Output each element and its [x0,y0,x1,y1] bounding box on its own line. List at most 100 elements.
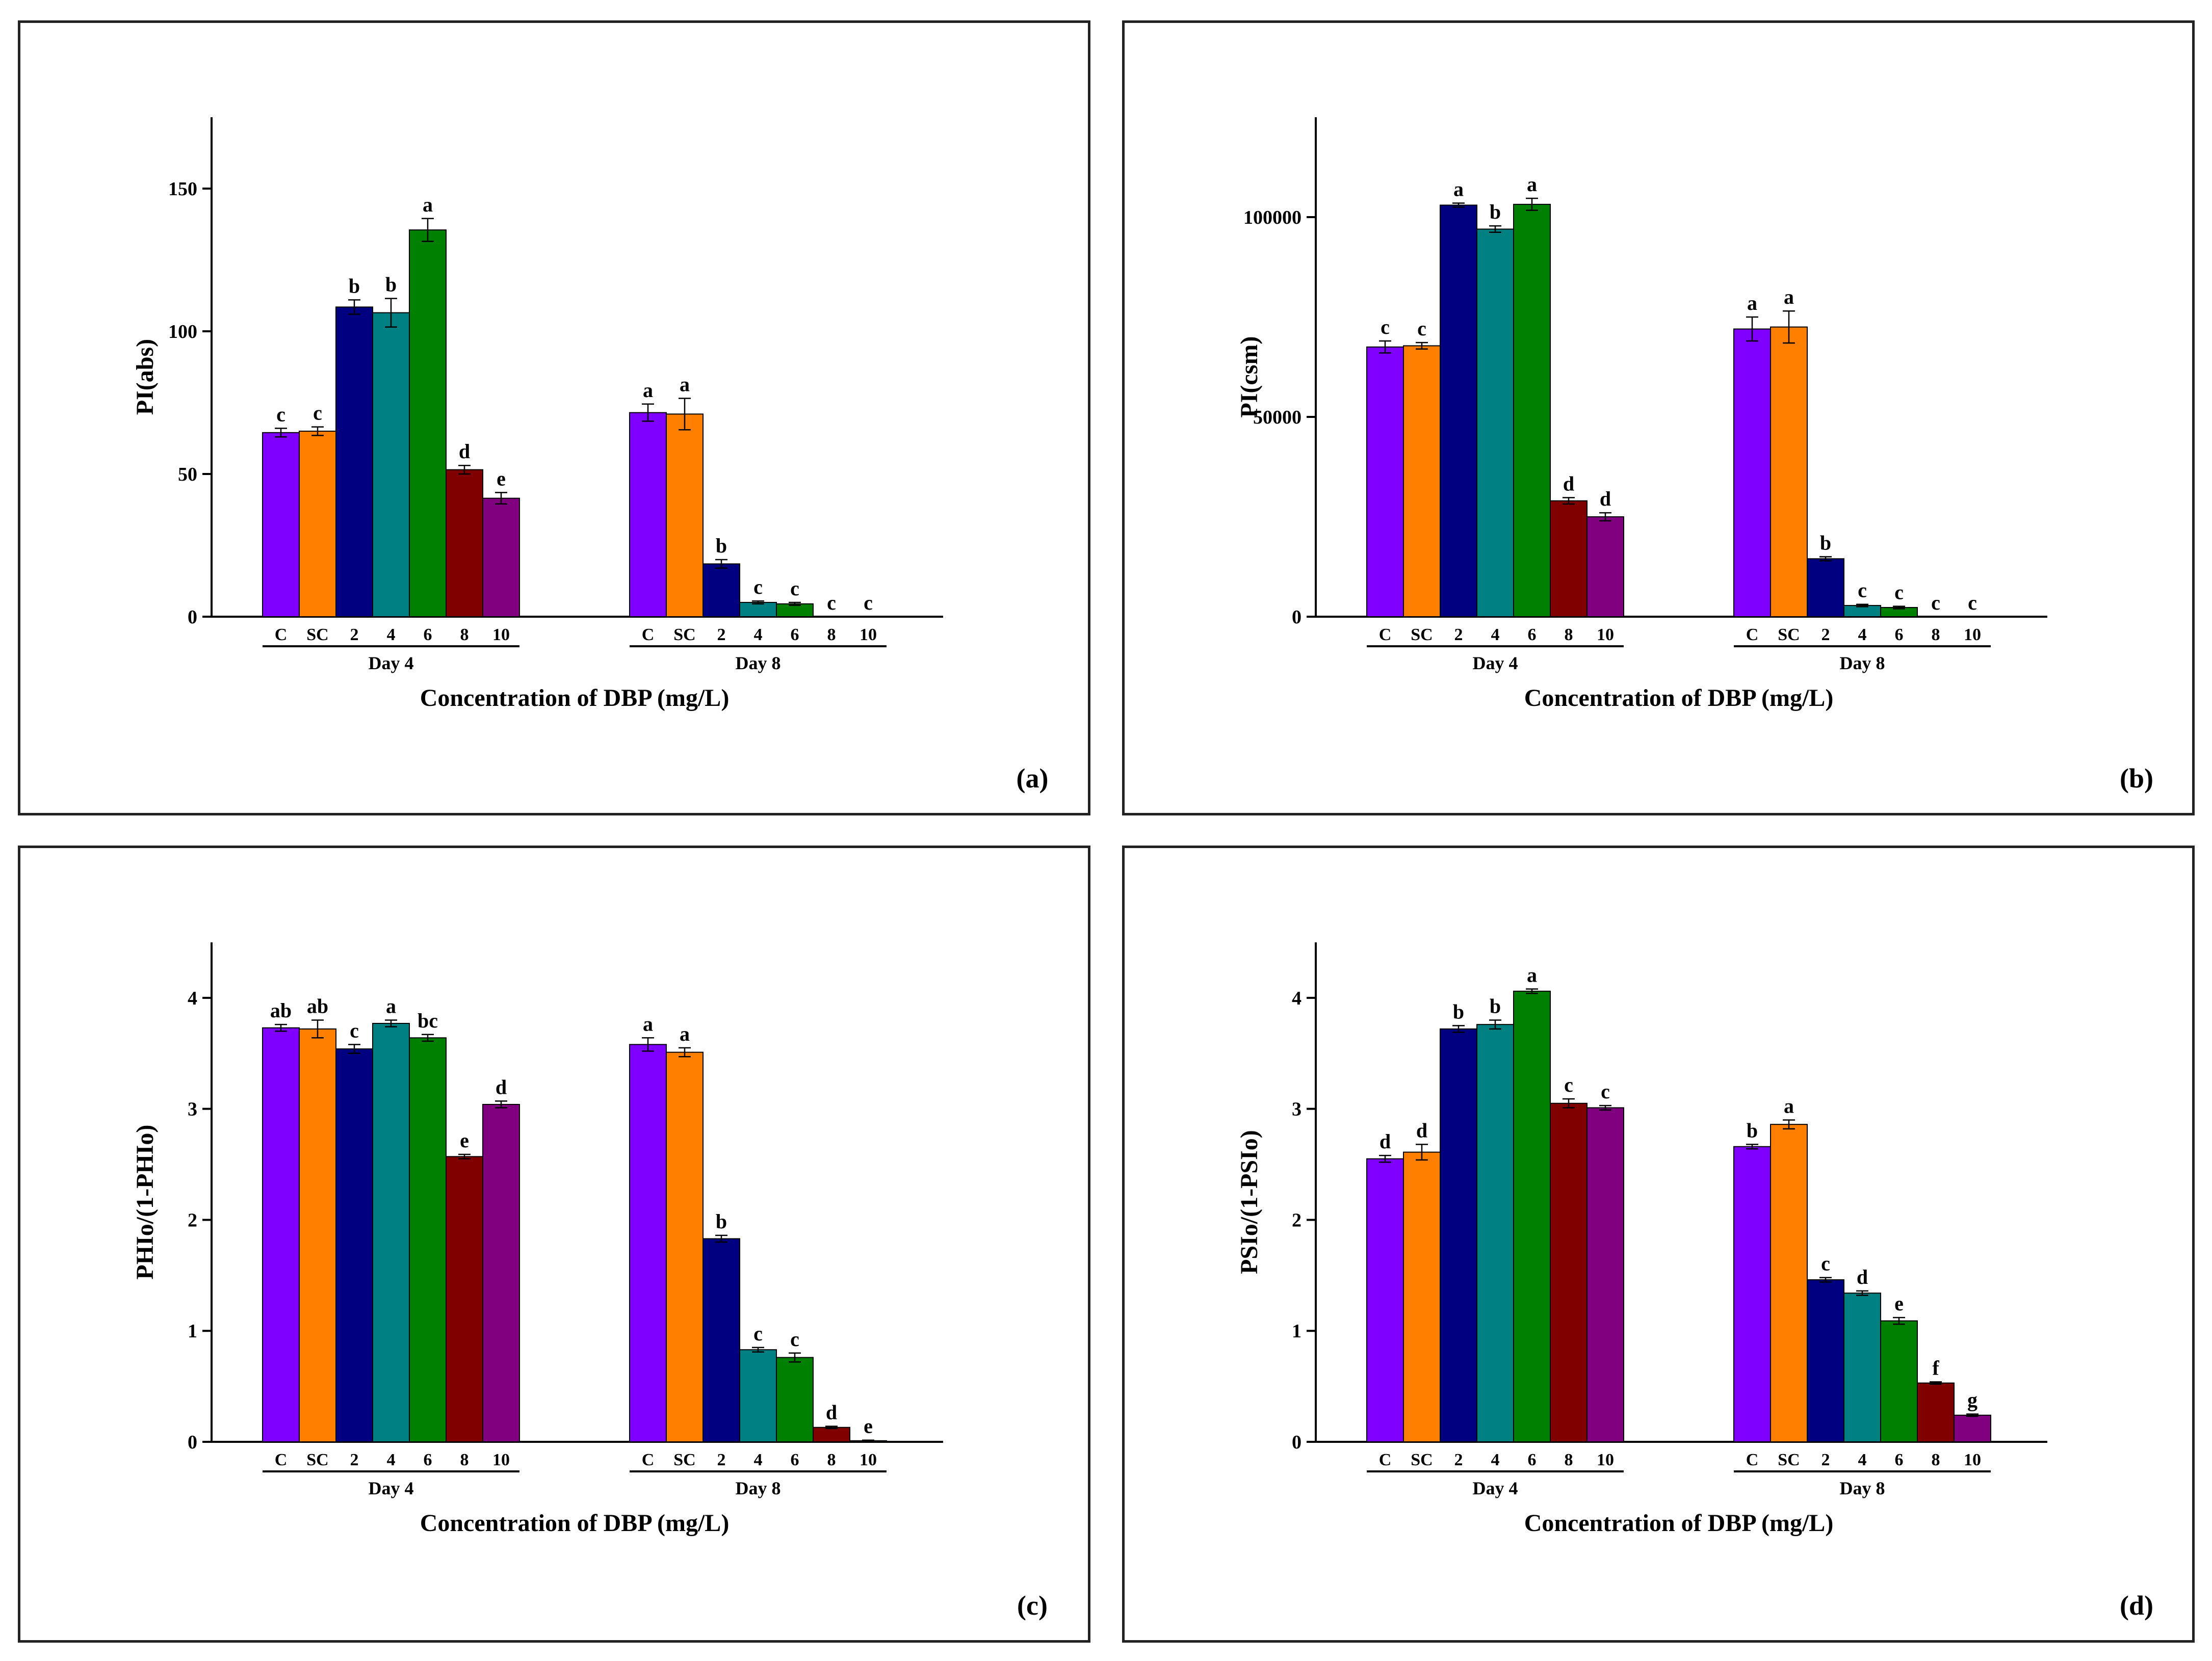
y-tick-label: 50000 [1253,407,1302,428]
significance-letter: a [1527,963,1537,986]
x-tick-label: 2 [717,625,726,644]
x-tick-label: C [642,625,655,644]
group-label: Day 4 [369,1478,414,1498]
chart-svg-d: 0 1 2 3 4 PSIo/(1-PSIo) d Cd SC b 2 b 4 a 6 c 8 c 10 Day 4 b… [1236,942,2153,1621]
y-tick-label: 100 [168,321,197,342]
bar [409,229,447,617]
y-tick-label: 0 [188,1432,197,1453]
bar [299,1028,336,1443]
bar [482,1103,520,1442]
significance-letter: c [790,577,799,600]
y-tick-label: 1 [1292,1321,1302,1342]
significance-letter: e [1894,1292,1904,1315]
x-tick-label: 4 [754,625,763,644]
bar [739,1349,777,1442]
group-label: Day 8 [736,653,781,673]
x-tick-label: 6 [1528,625,1537,644]
y-axis-title: PI(csm) [1236,336,1263,418]
bar [1843,1293,1881,1443]
bar [813,1427,850,1442]
significance-letter: c [313,402,322,425]
y-tick-label: 4 [188,988,197,1009]
panel-label: (a) [1017,763,1049,794]
x-tick-label: 8 [1565,625,1573,644]
significance-letter: a [386,994,396,1017]
x-tick-label: 8 [827,625,836,644]
significance-letter: c [1931,591,1940,614]
bar [1954,1414,1991,1442]
chart-svg-a: 0 50 100 150 PI(abs) c Cc SC b 2 b 4 a 6 d 8 e 10 Day 4 a Ca… [132,117,1049,794]
significance-letter: c [1858,579,1867,602]
x-tick-label: SC [306,625,328,644]
significance-letter: b [349,274,360,297]
significance-letter: c [790,1328,799,1351]
y-tick-label: 3 [1292,1099,1302,1120]
x-tick-label: 8 [460,1451,469,1469]
y-tick-label: 100000 [1243,207,1302,228]
x-tick-label: 4 [387,1451,396,1469]
x-tick-label: 10 [492,625,510,644]
y-tick-label: 50 [178,464,197,485]
y-axis-title: PHIo/(1-PHIo) [132,1125,159,1280]
significance-letter: ab [307,994,328,1017]
x-tick-label: SC [673,1451,695,1469]
x-tick-label: 8 [827,1451,836,1469]
significance-letter: d [1380,1130,1391,1153]
x-tick-label: 2 [1821,1451,1830,1469]
significance-letter: a [1747,292,1757,314]
bar [1880,1320,1918,1442]
bar [1366,1158,1404,1442]
significance-letter: c [864,591,873,614]
y-tick-label: 0 [1292,607,1302,628]
x-tick-label: 6 [1528,1451,1537,1469]
bar [1440,204,1477,618]
bar [335,1048,373,1443]
significance-letter: a [423,193,433,216]
x-tick-label: 2 [717,1451,726,1469]
bar [1917,1382,1955,1442]
x-axis-title: Concentration of DBP (mg/L) [1524,684,1834,711]
x-tick-label: C [1746,625,1759,644]
x-tick-label: C [642,1451,655,1469]
significance-letter: bc [418,1009,438,1032]
significance-letter: c [1821,1252,1830,1275]
bar [1366,346,1404,617]
x-tick-label: SC [1411,1451,1433,1469]
y-tick-label: 2 [1292,1209,1302,1231]
x-tick-label: 6 [424,1451,432,1469]
bar [739,602,777,617]
significance-letter: c [1601,1080,1610,1103]
y-tick-label: 0 [188,607,197,628]
significance-letter: d [826,1401,837,1424]
x-tick-label: 4 [1858,1451,1867,1469]
significance-letter: e [460,1129,469,1152]
significance-letter: a [643,379,653,402]
x-tick-label: 2 [1454,1451,1463,1469]
panel-label: (b) [2120,763,2153,794]
x-axis-title: Concentration of DBP (mg/L) [420,1510,730,1537]
x-tick-label: 10 [1964,1451,1981,1469]
x-axis-title: Concentration of DBP (mg/L) [420,684,730,711]
x-axis-title: Concentration of DBP (mg/L) [1524,1510,1834,1537]
significance-letter: c [827,591,836,614]
x-tick-label: 6 [791,1451,799,1469]
x-tick-label: C [275,625,288,644]
x-tick-label: 10 [492,1451,510,1469]
significance-letter: d [1563,472,1574,495]
y-tick-label: 0 [1292,1432,1302,1453]
x-tick-label: 10 [860,625,877,644]
x-tick-label: 8 [1932,625,1940,644]
bar [372,1022,410,1442]
x-tick-label: C [1379,1451,1392,1469]
y-tick-label: 150 [168,178,197,200]
significance-letter: a [680,373,690,396]
group-label: Day 8 [1840,653,1885,673]
bar [372,312,410,617]
significance-letter: c [1968,591,1977,614]
significance-letter: c [276,403,285,426]
significance-letter: b [1490,200,1501,223]
significance-letter: d [496,1075,507,1098]
group-label: Day 8 [736,1478,781,1498]
